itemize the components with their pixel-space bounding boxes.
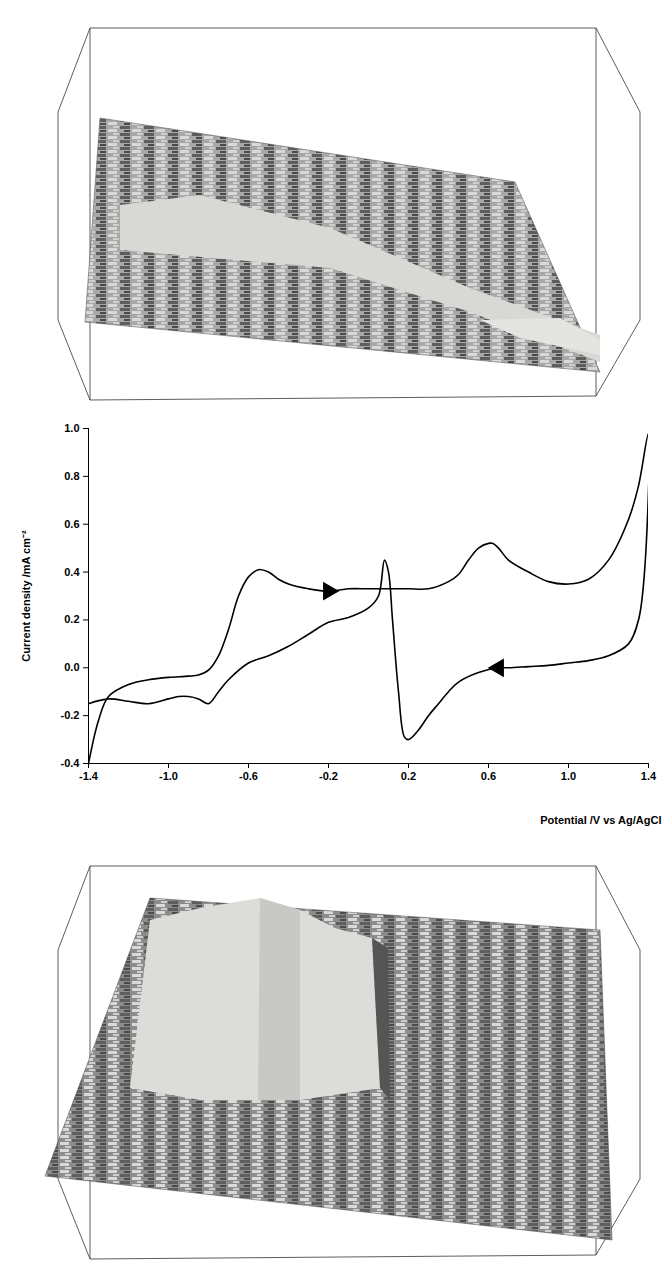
svg-text:0.2: 0.2	[401, 770, 416, 782]
svg-text:0.6: 0.6	[481, 770, 496, 782]
svg-text:-0.4: -0.4	[61, 757, 81, 769]
svg-text:1.0: 1.0	[561, 770, 576, 782]
svg-text:0.8: 0.8	[64, 470, 79, 482]
svg-text:0.6: 0.6	[64, 518, 79, 530]
svg-text:1.4: 1.4	[641, 770, 657, 782]
svg-text:-0.2: -0.2	[61, 709, 80, 721]
svg-text:-1.4: -1.4	[79, 770, 99, 782]
svg-text:0.2: 0.2	[64, 613, 79, 625]
svg-text:0.0: 0.0	[64, 661, 79, 673]
svg-text:1.0: 1.0	[64, 422, 79, 434]
svg-text:Current density /mA cm⁻²: Current density /mA cm⁻²	[20, 530, 32, 662]
svg-text:0.4: 0.4	[64, 566, 80, 578]
svg-text:-1.0: -1.0	[159, 770, 178, 782]
svg-text:-0.6: -0.6	[239, 770, 258, 782]
svg-text:Potential /V vs Ag/AgCl: Potential /V vs Ag/AgCl	[540, 814, 661, 826]
svg-text:-0.2: -0.2	[319, 770, 338, 782]
